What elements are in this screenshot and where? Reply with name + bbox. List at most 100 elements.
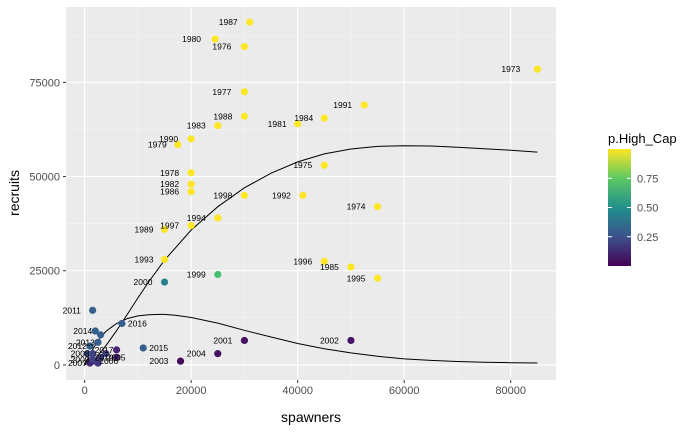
data-point (176, 357, 185, 365)
point-label: 1996 (293, 256, 312, 266)
x-tick-label: 60000 (389, 385, 420, 397)
fitted-curve (84, 313, 538, 366)
point-label: 2003 (150, 356, 169, 366)
data-point (240, 191, 249, 199)
x-tick-label: 0 (82, 385, 88, 397)
data-point (139, 344, 147, 352)
point-label: 1983 (187, 121, 206, 131)
legend-colorbar (608, 149, 631, 266)
data-point (94, 338, 102, 346)
data-point (360, 101, 368, 109)
point-label: 2009 (71, 354, 90, 364)
data-point (102, 350, 110, 358)
data-point (86, 342, 94, 350)
point-label: 1989 (135, 224, 154, 234)
point-label: 2007 (68, 358, 87, 368)
point-label: 1985 (320, 262, 339, 272)
data-point (347, 336, 355, 345)
point-label: 2005 (107, 352, 126, 362)
data-point (299, 191, 307, 199)
point-label: 1997 (160, 221, 179, 231)
point-label: 2015 (149, 343, 168, 353)
data-point (89, 355, 97, 363)
data-point (533, 65, 541, 73)
point-label: 1977 (212, 87, 231, 97)
point-label: 2006 (99, 356, 118, 366)
legend-breaks: 0.25 0.50 0.75 (608, 173, 658, 244)
data-point (89, 350, 97, 358)
y-tick-label: 50000 (29, 172, 60, 184)
point-label: 1988 (213, 111, 232, 121)
data-point (320, 161, 328, 169)
legend-break-label: 0.75 (637, 173, 658, 185)
data-point (214, 122, 222, 130)
point-label: 2016 (128, 318, 147, 328)
point-label: 1994 (187, 213, 206, 223)
point-year-labels: 1973 1974 1975 1976 1977 1978 1979 1980 1981 1982… (63, 17, 521, 368)
point-label: 2011 (63, 305, 82, 315)
data-point (160, 255, 169, 264)
data-point (373, 274, 382, 282)
data-point (112, 353, 121, 361)
color-legend: p.High_Cap 0.25 0.50 0.75 (608, 131, 677, 266)
point-label: 2010 (95, 352, 114, 362)
data-point (373, 203, 382, 211)
point-label: 2000 (134, 277, 153, 287)
point-label: 1990 (159, 134, 178, 144)
data-point (112, 346, 121, 354)
data-point (320, 257, 328, 265)
point-label: 1991 (333, 100, 352, 110)
data-point (187, 135, 195, 143)
x-tick-label: 40000 (282, 385, 313, 397)
data-point (214, 270, 222, 279)
point-label: 1982 (160, 179, 179, 189)
x-axis-title: spawners (281, 409, 341, 425)
point-label: 2012 (68, 341, 87, 351)
x-tick-label: 20000 (176, 385, 207, 397)
data-point (91, 327, 99, 335)
point-label: 1992 (272, 190, 291, 200)
point-label: 1993 (135, 254, 154, 264)
data-point (160, 278, 169, 286)
data-point (240, 336, 249, 345)
point-label: 1998 (213, 190, 232, 200)
data-point (214, 214, 222, 222)
point-label: 1979 (148, 140, 167, 150)
data-point (83, 350, 91, 358)
data-point (294, 120, 302, 128)
data-point (240, 88, 249, 96)
data-point (211, 35, 219, 43)
point-label: 1981 (268, 119, 287, 129)
point-label: 2013 (76, 337, 95, 347)
data-point (246, 18, 254, 26)
data-point (240, 112, 249, 120)
point-label: 1986 (160, 187, 179, 197)
legend-break-label: 0.25 (637, 232, 658, 244)
point-label: 1999 (187, 270, 206, 280)
data-point (97, 353, 105, 361)
data-point (187, 169, 195, 177)
data-point (187, 221, 195, 230)
data-points (83, 18, 541, 367)
data-point (240, 42, 249, 51)
x-tick-label: 80000 (495, 385, 526, 397)
data-point (160, 225, 169, 233)
y-tick-label: 25000 (29, 266, 60, 278)
data-point (174, 140, 182, 149)
y-axis-title: recruits (6, 170, 22, 216)
data-point (320, 114, 328, 122)
point-label: 2014 (73, 326, 92, 336)
point-label: 1978 (160, 168, 179, 178)
point-label: 1984 (294, 113, 313, 123)
data-point (89, 306, 97, 314)
point-label: 1973 (501, 64, 520, 74)
point-label: 1976 (212, 42, 231, 52)
point-label: 2004 (187, 349, 206, 359)
point-label: 1995 (347, 273, 366, 283)
point-label: 1975 (293, 160, 312, 170)
x-axis-ticks: 0 20000 40000 60000 80000 (82, 380, 526, 397)
data-point (187, 180, 195, 188)
y-tick-label: 0 (54, 360, 60, 372)
data-point (347, 263, 355, 271)
